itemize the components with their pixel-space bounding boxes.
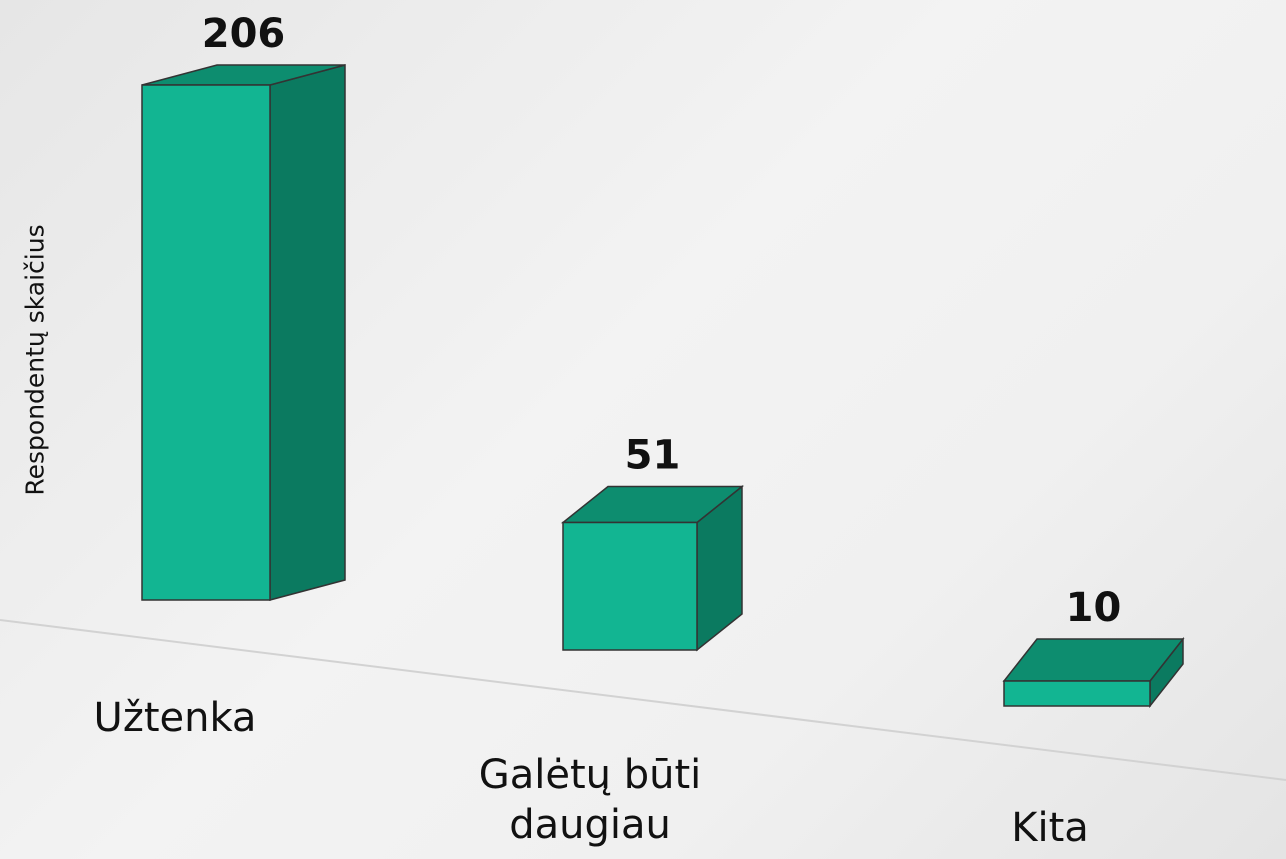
value-label: 206	[202, 11, 286, 57]
bar-side	[269, 64, 346, 601]
value-label: 10	[1066, 585, 1122, 631]
value-label: 51	[625, 433, 681, 479]
category-label: Galėtų būti daugiau	[478, 752, 702, 848]
bar	[141, 84, 271, 601]
bar	[562, 521, 698, 651]
floor-line	[0, 619, 1286, 781]
category-label: Kita	[1011, 805, 1089, 851]
y-axis-label: Respondentų skaičius	[20, 224, 50, 496]
bar	[1003, 680, 1151, 707]
category-label: Užtenka	[93, 695, 257, 741]
